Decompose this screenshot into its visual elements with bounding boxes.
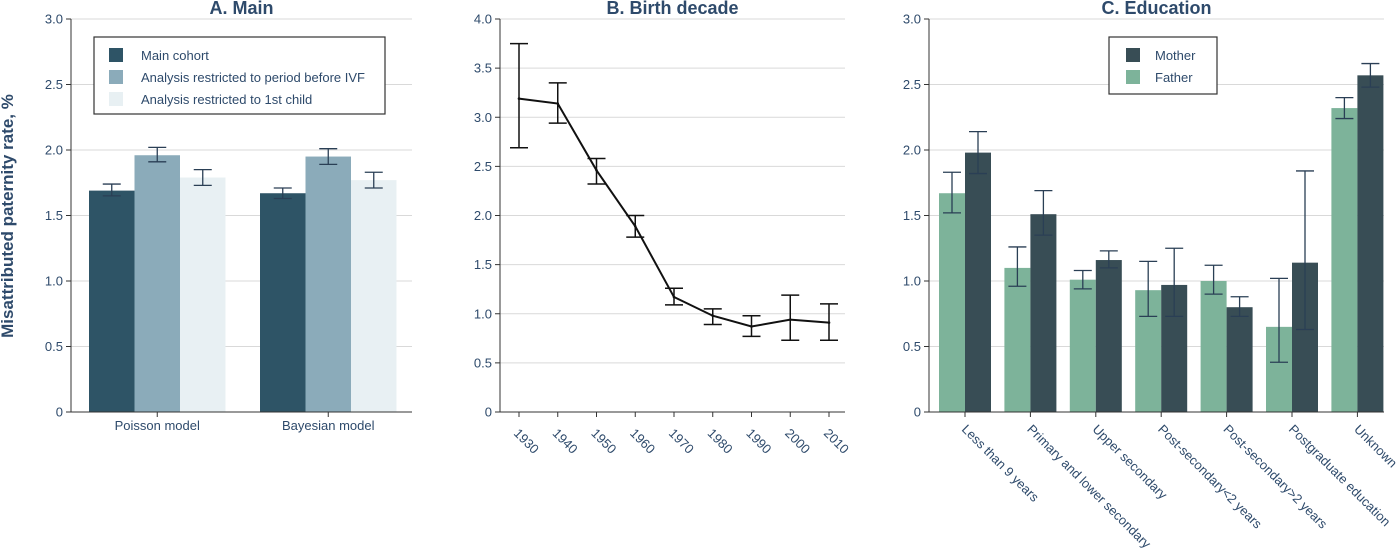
panel-a-legend-box xyxy=(93,36,386,115)
panel-a-main: 0 0.5 1.0 1.5 2.0 2.5 3.0 A. Main Poisson model B… xyxy=(45,0,412,433)
panel-a-legend-swatch-analysis-restricted-to-1st-child xyxy=(109,92,123,106)
panel-a-legend-label-main-cohort: Main cohort xyxy=(141,48,209,63)
panel-b-point-1950 xyxy=(595,169,598,172)
panel-a-legend: Main cohort Analysis restricted to period… xyxy=(93,36,386,115)
y-axis-label-group: Misattributed paternity rate, % xyxy=(0,94,17,338)
panel-c-legend-swatch-father xyxy=(1126,70,1140,84)
panel-c-bar-mother-primary-and-lower-secondary xyxy=(1030,214,1057,412)
panel-a-y-tick-label: 2.5 xyxy=(45,77,63,92)
panel-a-legend-swatch-analysis-restricted-to-period-before-ivf xyxy=(109,70,123,84)
panel-b-point-2010 xyxy=(827,321,831,324)
panel-c-y-tick-label: 0 xyxy=(914,405,921,420)
panel-c-bar-father-unknown xyxy=(1331,108,1358,412)
panel-b-point-1930 xyxy=(517,97,521,100)
panel-a-bar-main-cohort-poisson-model xyxy=(89,190,135,412)
panel-b-x-tick-label: 2000 xyxy=(782,426,813,457)
panel-b-point-1940 xyxy=(556,102,560,105)
panel-a-title: A. Main xyxy=(209,0,273,18)
panel-b-x-tick-label: 2010 xyxy=(821,426,852,457)
panel-a-legend-swatch-main-cohort xyxy=(109,48,123,62)
panel-a-y-tick-label: 1.0 xyxy=(45,274,63,289)
panel-c-legend-label-father: Father xyxy=(1155,70,1193,85)
panel-b-point-1970 xyxy=(672,295,676,299)
panel-b-y-tick-label: 4.0 xyxy=(474,12,492,27)
panel-b-title: B. Birth decade xyxy=(606,0,738,18)
panel-c-bar-mother-upper-secondary xyxy=(1095,260,1122,412)
panel-b-x-tick-label: 1990 xyxy=(743,426,774,457)
panel-b-y-tick-label: 0.5 xyxy=(474,355,492,370)
panel-a-x-tick-label: Bayesian model xyxy=(282,418,375,433)
panel-b-x-tick-label: 1950 xyxy=(588,426,619,457)
panel-a-y-tick-label: 3.0 xyxy=(45,12,63,27)
panel-a-y-tick-label: 0.5 xyxy=(45,339,63,354)
panel-c-x-tick-label: Unknown xyxy=(1351,422,1397,471)
panel-b-point-1980 xyxy=(711,314,715,318)
panel-b-birth-decade: 0 0.5 1.0 1.5 2.0 2.5 3.0 3.5 4.0 B. Birth decade… xyxy=(474,0,852,457)
panel-c-legend-swatch-mother xyxy=(1126,48,1140,62)
panel-b-x-tick-label: 1930 xyxy=(511,426,542,457)
panel-c-y-tick-label: 0.5 xyxy=(903,339,921,354)
panel-c-y-tick-label: 3.0 xyxy=(903,12,921,27)
panel-a-x-tick-label: Poisson model xyxy=(115,418,200,433)
panel-b-y-tick-label: 2.5 xyxy=(474,159,492,174)
panel-c-x-tick-label: Primary and lower secondary xyxy=(1024,422,1154,552)
panel-c-bar-father-upper-secondary xyxy=(1069,279,1096,412)
panel-a-legend-label-analysis-restricted-to-period-before-ivf: Analysis restricted to period before IVF xyxy=(141,70,365,85)
panel-b-x-tick-label: 1960 xyxy=(627,426,658,457)
panel-b-y-tick-label: 3.0 xyxy=(474,110,492,125)
panel-a-y-tick-label: 2.0 xyxy=(45,143,63,158)
panel-c-bar-mother-unknown xyxy=(1357,75,1384,412)
panel-c-legend: Mother Father xyxy=(1108,36,1218,95)
panel-c-y-tick-label: 2.5 xyxy=(903,77,921,92)
panel-c-bar-father-post-secondary-2-years xyxy=(1200,281,1227,412)
y-axis-label: Misattributed paternity rate, % xyxy=(0,94,17,338)
panel-c-bar-mother-post-secondary-2-years xyxy=(1226,307,1253,412)
panel-a-bar-analysis-restricted-to-1st-child-bayesian-model xyxy=(351,180,397,412)
panel-c-y-tick-label: 1.5 xyxy=(903,208,921,223)
panel-c-legend-label-mother: Mother xyxy=(1155,48,1196,63)
panel-b-y-tick-label: 2.0 xyxy=(474,208,492,223)
panel-a-y-tick-label: 0 xyxy=(56,405,63,420)
panel-c-bar-mother-less-than-9-years xyxy=(965,152,991,412)
panel-b-y-tick-label: 0 xyxy=(485,405,492,420)
panel-a-legend-label-analysis-restricted-to-1st-child: Analysis restricted to 1st child xyxy=(141,92,312,107)
panel-c-bar-father-primary-and-lower-secondary xyxy=(1004,267,1031,412)
panel-b-x-tick-label: 1940 xyxy=(550,426,581,457)
panel-b-y-tick-label: 1.0 xyxy=(474,306,492,321)
panel-c-legend-box xyxy=(1108,36,1218,95)
panel-b-point-2000 xyxy=(788,318,792,321)
panel-b-x-tick-label: 1980 xyxy=(705,426,736,457)
panel-c-title: C. Education xyxy=(1101,0,1211,18)
panel-b-x-tick-label: 1970 xyxy=(666,426,697,457)
panel-a-bar-analysis-restricted-to-1st-child-poisson-model xyxy=(180,177,226,412)
panel-c-bar-father-less-than-9-years xyxy=(939,193,965,412)
panel-b-point-1960 xyxy=(633,225,637,228)
panel-b-point-1990 xyxy=(750,325,753,328)
panel-c-y-tick-label: 2.0 xyxy=(903,143,921,158)
panel-a-bar-analysis-restricted-to-period-before-ivf-bayesian-model xyxy=(305,156,351,412)
panel-b-y-tick-label: 3.5 xyxy=(474,61,492,76)
panel-a-y-tick-label: 1.5 xyxy=(45,208,63,223)
panel-a-bar-main-cohort-bayesian-model xyxy=(260,193,306,412)
panel-c-y-tick-label: 1.0 xyxy=(903,274,921,289)
panel-b-y-tick-label: 1.5 xyxy=(474,257,492,272)
panel-a-bar-analysis-restricted-to-period-before-ivf-poisson-model xyxy=(134,155,180,413)
